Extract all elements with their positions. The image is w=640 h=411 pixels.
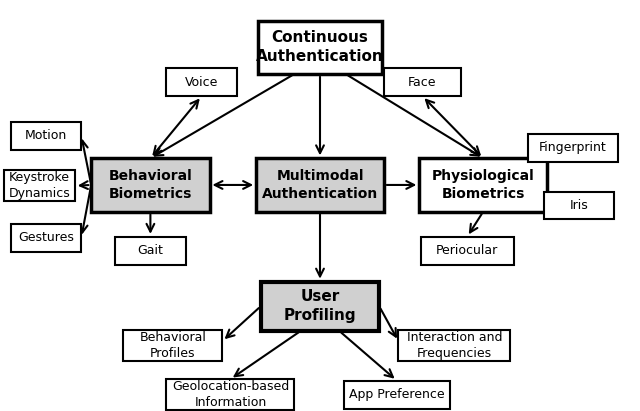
Text: Iris: Iris: [570, 199, 589, 212]
Text: Physiological
Biometrics: Physiological Biometrics: [432, 169, 534, 201]
Text: Fingerprint: Fingerprint: [539, 141, 607, 155]
Text: Periocular: Periocular: [436, 244, 499, 257]
Text: App Preference: App Preference: [349, 388, 445, 401]
Text: Multimodal
Authentication: Multimodal Authentication: [262, 169, 378, 201]
Text: Keystroke
Dynamics: Keystroke Dynamics: [9, 171, 70, 200]
FancyBboxPatch shape: [398, 330, 510, 361]
Text: User
Profiling: User Profiling: [284, 289, 356, 323]
FancyBboxPatch shape: [166, 68, 237, 96]
Text: Face: Face: [408, 76, 436, 89]
FancyBboxPatch shape: [257, 21, 383, 74]
FancyBboxPatch shape: [91, 158, 210, 212]
FancyBboxPatch shape: [419, 158, 547, 212]
FancyBboxPatch shape: [261, 282, 380, 331]
FancyBboxPatch shape: [256, 158, 384, 212]
Text: Geolocation-based
Information: Geolocation-based Information: [172, 380, 289, 409]
Text: Continuous
Authentication: Continuous Authentication: [256, 30, 384, 64]
Text: Gestures: Gestures: [18, 231, 74, 244]
FancyBboxPatch shape: [11, 122, 81, 150]
FancyBboxPatch shape: [123, 330, 223, 361]
FancyBboxPatch shape: [11, 224, 81, 252]
FancyBboxPatch shape: [528, 134, 618, 162]
FancyBboxPatch shape: [4, 170, 75, 201]
Text: Gait: Gait: [138, 244, 163, 257]
Text: Behavioral
Profiles: Behavioral Profiles: [140, 331, 206, 360]
Text: Behavioral
Biometrics: Behavioral Biometrics: [109, 169, 192, 201]
Text: Voice: Voice: [185, 76, 218, 89]
Text: Motion: Motion: [25, 129, 67, 142]
FancyBboxPatch shape: [544, 192, 614, 219]
FancyBboxPatch shape: [166, 379, 294, 410]
Text: Interaction and
Frequencies: Interaction and Frequencies: [406, 331, 502, 360]
FancyBboxPatch shape: [344, 381, 450, 409]
FancyBboxPatch shape: [115, 237, 186, 265]
FancyBboxPatch shape: [384, 68, 461, 96]
FancyBboxPatch shape: [421, 237, 514, 265]
